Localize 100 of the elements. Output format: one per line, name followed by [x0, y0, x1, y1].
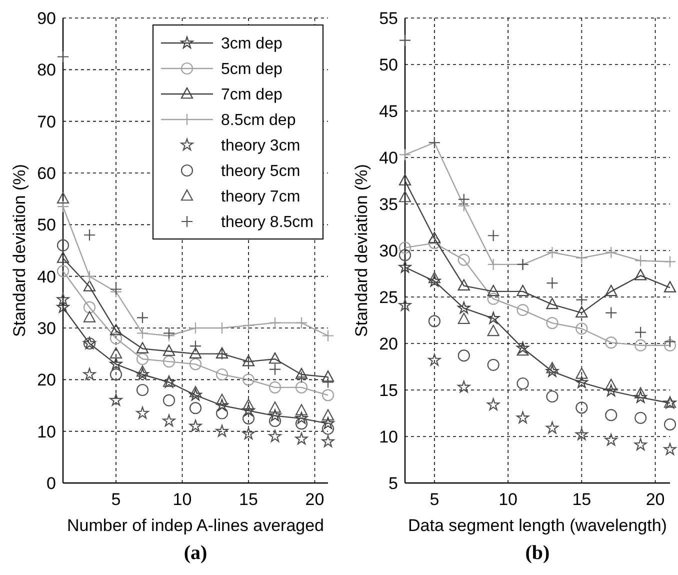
point — [576, 294, 588, 306]
point — [428, 237, 440, 250]
y-tick-label: 50 — [37, 216, 56, 235]
point — [487, 230, 500, 242]
point — [110, 332, 122, 344]
point — [189, 340, 202, 352]
y-tick-label: 45 — [379, 102, 398, 121]
point — [458, 350, 470, 362]
y-tick-label: 5 — [388, 474, 398, 493]
point — [56, 50, 70, 63]
point — [162, 394, 176, 406]
point — [110, 358, 122, 370]
x-tick-label: 20 — [646, 490, 665, 509]
point — [605, 336, 618, 349]
point — [136, 384, 149, 396]
point — [56, 239, 70, 252]
point — [546, 317, 558, 330]
point — [576, 402, 588, 414]
point — [162, 356, 176, 368]
point — [398, 190, 412, 202]
y-tick-label: 30 — [37, 318, 56, 338]
point — [634, 412, 647, 424]
x-tick-label: 10 — [172, 490, 192, 509]
point — [428, 274, 441, 287]
point — [242, 412, 255, 424]
point — [664, 256, 676, 268]
y-tick-label: 80 — [37, 60, 56, 80]
point — [83, 311, 96, 322]
point — [83, 270, 96, 282]
y-tick-label: 25 — [379, 288, 398, 307]
x-tick-label: 5 — [430, 490, 440, 509]
point — [189, 358, 202, 370]
text: (b) — [525, 542, 550, 564]
point — [605, 284, 618, 296]
point — [110, 347, 122, 359]
point — [295, 418, 308, 430]
point — [546, 390, 558, 403]
point — [487, 312, 500, 324]
point — [56, 265, 70, 278]
x-tick-label: 5 — [111, 490, 121, 509]
point — [295, 381, 308, 394]
point — [162, 327, 176, 340]
point — [268, 409, 282, 422]
point — [268, 363, 282, 376]
point — [487, 284, 500, 296]
point — [322, 409, 334, 421]
y-tick-label: 55 — [379, 8, 398, 28]
point — [162, 344, 176, 356]
legend-label: theory 8.5cm — [221, 214, 314, 232]
point — [110, 368, 122, 381]
point — [605, 306, 618, 319]
point — [634, 269, 647, 280]
point — [428, 232, 440, 244]
point — [295, 368, 308, 380]
point — [56, 300, 70, 313]
text: (a) — [184, 542, 208, 564]
x-axis-title: Number of indep A-lines averaged — [66, 516, 324, 535]
point — [110, 283, 122, 296]
point — [546, 364, 559, 377]
point — [428, 354, 441, 366]
point — [136, 327, 149, 340]
point — [83, 368, 96, 380]
point — [458, 279, 470, 291]
point — [487, 358, 500, 371]
y-tick-label: 30 — [379, 241, 398, 260]
y-tick-label: 20 — [379, 334, 398, 354]
point — [189, 347, 202, 359]
point — [268, 381, 282, 394]
point — [604, 384, 618, 396]
point — [516, 304, 529, 316]
legend-label: theory 7cm — [221, 188, 300, 206]
point — [576, 306, 588, 318]
y-axis-title: Standard deviation (%) — [352, 164, 371, 337]
point — [136, 342, 149, 354]
point — [83, 280, 96, 292]
y-tick-label: 60 — [37, 164, 56, 183]
point — [664, 281, 676, 292]
point — [216, 407, 228, 420]
point — [110, 394, 122, 406]
point — [216, 368, 228, 381]
point — [398, 298, 412, 311]
point — [295, 371, 308, 384]
y-tick-label: 15 — [379, 380, 398, 400]
y-tick-label: 0 — [46, 474, 56, 493]
point — [322, 416, 334, 430]
x-axis-title: Data segment length (wavelength) — [408, 516, 667, 535]
point — [189, 420, 202, 432]
point — [322, 370, 334, 382]
y-tick-label: 35 — [379, 194, 398, 214]
point — [216, 424, 228, 437]
point — [458, 312, 470, 324]
point — [189, 402, 202, 414]
legend-label: 5cm dep — [221, 61, 282, 78]
point — [189, 388, 202, 401]
point — [136, 368, 149, 380]
point — [56, 192, 70, 204]
point — [268, 414, 282, 428]
point — [295, 412, 308, 424]
point — [242, 404, 255, 416]
point — [242, 374, 255, 386]
